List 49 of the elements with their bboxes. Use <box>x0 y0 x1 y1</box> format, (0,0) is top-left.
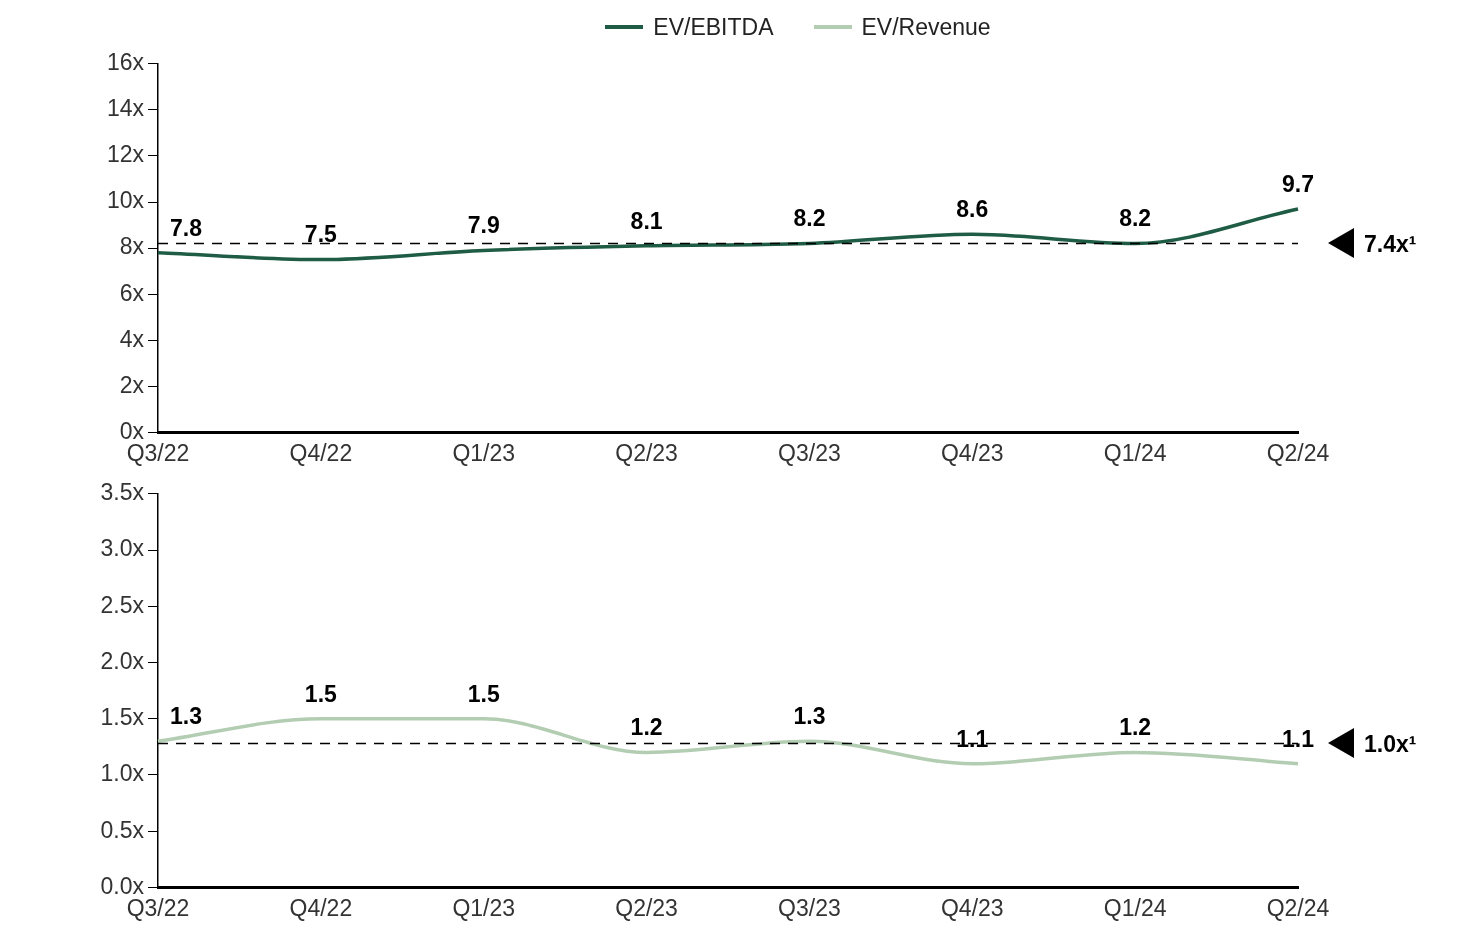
y-tick-label: 3.5x <box>100 479 145 506</box>
data-label: 7.8 <box>170 214 203 241</box>
data-label: 1.5 <box>304 680 338 707</box>
x-tick-label: Q4/23 <box>940 439 1004 466</box>
y-tick-label: 8x <box>119 233 145 260</box>
data-label: 7.9 <box>467 212 500 239</box>
ref-line-label: 7.4x¹ <box>1364 230 1417 257</box>
x-tick-label: Q2/24 <box>1266 894 1330 921</box>
y-tick-label: 14x <box>106 95 145 122</box>
x-tick-label: Q3/23 <box>778 894 841 921</box>
x-tick-label: Q3/23 <box>778 439 841 466</box>
data-label: 1.1 <box>1282 725 1315 752</box>
y-tick-label: 2.5x <box>100 591 145 618</box>
y-tick-label: 16x <box>106 49 145 76</box>
x-tick-label: Q1/23 <box>452 894 516 921</box>
x-tick-label: Q1/23 <box>452 439 516 466</box>
y-tick-label: 6x <box>119 279 145 306</box>
y-tick-label: 2.0x <box>100 647 145 674</box>
y-tick-label: 2x <box>119 371 145 398</box>
data-label: 8.2 <box>793 205 826 232</box>
y-tick-label: 0.5x <box>100 816 145 843</box>
x-tick-label: Q4/22 <box>289 894 353 921</box>
data-label: 1.1 <box>956 725 989 752</box>
ref-line-label: 1.0x¹ <box>1364 730 1417 757</box>
y-tick-label: 3.0x <box>100 535 145 562</box>
legend-label: EV/Revenue <box>861 13 991 41</box>
y-tick-label: 1.5x <box>100 704 145 731</box>
x-tick-label: Q1/24 <box>1103 439 1167 466</box>
x-tick-label: Q2/23 <box>615 439 678 466</box>
y-tick-label: 1.0x <box>100 760 145 787</box>
data-label: 1.3 <box>170 703 202 730</box>
data-label: 7.5 <box>304 221 338 248</box>
data-label: 1.2 <box>630 714 663 741</box>
data-label: 8.6 <box>956 196 989 223</box>
x-tick-label: Q2/23 <box>615 894 678 921</box>
y-tick-label: 10x <box>106 187 145 214</box>
data-label: 1.2 <box>1119 714 1152 741</box>
legend-label: EV/EBITDA <box>653 13 774 41</box>
data-label: 8.2 <box>1119 205 1152 232</box>
data-label: 1.3 <box>793 703 826 730</box>
x-tick-label: Q4/23 <box>940 894 1004 921</box>
y-tick-label: 12x <box>106 141 145 168</box>
x-tick-label: Q2/24 <box>1266 439 1330 466</box>
x-tick-label: Q4/22 <box>289 439 353 466</box>
data-label: 8.1 <box>630 207 663 234</box>
data-label: 9.7 <box>1282 170 1314 197</box>
y-tick-label: 4x <box>119 325 145 352</box>
x-tick-label: Q1/24 <box>1103 894 1167 921</box>
data-label: 1.5 <box>467 680 500 707</box>
